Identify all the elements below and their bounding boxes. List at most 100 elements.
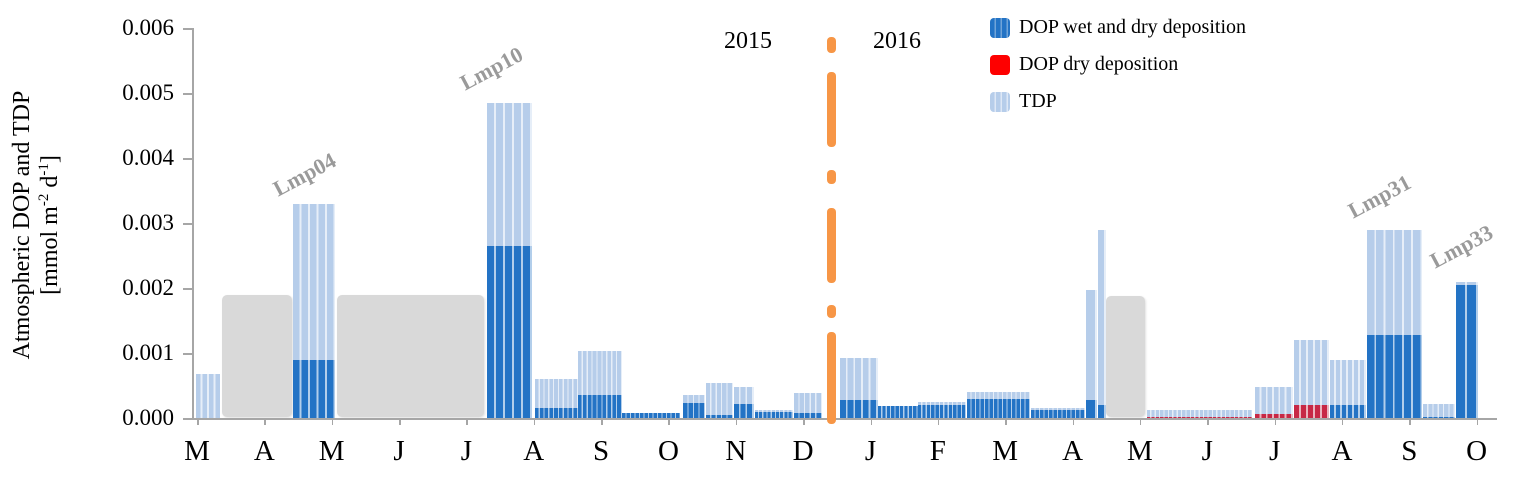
- x-tick-label-month: J: [393, 435, 405, 467]
- year-label-2015: 2015: [724, 28, 772, 54]
- x-tick-label-month: M: [184, 435, 210, 467]
- x-tick-label-month: O: [1466, 435, 1488, 467]
- site-label-lmp04: Lmp04: [268, 147, 340, 202]
- legend-swatch-dop-wet: [990, 17, 1010, 38]
- x-tick: [1274, 418, 1277, 425]
- no-data-gray-box: [222, 294, 292, 417]
- daily-bar-separators: [840, 358, 878, 418]
- legend: DOP wet and dry deposition DOP dry depos…: [990, 16, 1246, 127]
- x-tick: [1409, 418, 1411, 425]
- bar-cluster: [1255, 386, 1293, 418]
- bar-cluster: [840, 358, 878, 418]
- daily-bar-separators: [535, 379, 578, 418]
- year-divider-dash: [827, 37, 836, 53]
- x-tick: [803, 418, 805, 425]
- x-tick: [870, 418, 872, 425]
- legend-item-dop-wet: DOP wet and dry deposition: [990, 16, 1246, 39]
- x-tick-label-month: N: [725, 435, 747, 467]
- x-tick-label-month: M: [992, 435, 1019, 467]
- x-tick-label-month: J: [864, 435, 877, 467]
- bar-cluster: [293, 203, 335, 418]
- x-axis-line: [192, 418, 1497, 420]
- year-divider-dash: [827, 332, 836, 424]
- x-tick-label-month: A: [523, 435, 545, 467]
- bar-cluster: [1367, 229, 1422, 418]
- x-tick-label-month: M: [1126, 435, 1153, 467]
- year-divider-dash: [827, 305, 836, 318]
- x-tick: [331, 418, 334, 425]
- y-tick-label: 0.001: [122, 340, 174, 365]
- x-tick: [601, 418, 603, 425]
- legend-label-tdp: TDP: [1019, 90, 1057, 112]
- daily-bar-separators: [1330, 359, 1366, 418]
- legend-swatch-tdp: [990, 91, 1010, 112]
- y-tick: [183, 288, 192, 290]
- no-data-gray-box: [337, 294, 484, 417]
- bar-cluster: [706, 382, 733, 418]
- daily-bar-separators: [1255, 386, 1293, 418]
- bar-cluster: [196, 373, 220, 418]
- x-tick-label-month: A: [253, 435, 275, 467]
- bar-cluster: [487, 102, 532, 418]
- x-tick-label-month: S: [1401, 435, 1418, 467]
- y-tick-label: 0.005: [122, 80, 174, 105]
- x-tick-label-month: D: [792, 435, 814, 467]
- daily-bar-separators: [1423, 403, 1455, 418]
- y-tick-label: 0.003: [122, 210, 174, 235]
- x-tick: [264, 418, 266, 425]
- x-tick: [1341, 418, 1344, 425]
- daily-bar-separators: [794, 392, 822, 418]
- y-tick: [183, 353, 192, 355]
- site-label-lmp31: Lmp31: [1343, 169, 1415, 224]
- y-tick: [183, 418, 192, 420]
- x-tick-label-month: S: [593, 435, 610, 467]
- legend-item-tdp: TDP: [990, 90, 1246, 113]
- bar-cluster: [535, 379, 578, 418]
- x-tick: [735, 418, 738, 425]
- year-divider-dash: [827, 208, 836, 283]
- daily-bar-separators: [1086, 289, 1097, 418]
- x-tick: [399, 418, 401, 425]
- y-tick-label: 0.006: [122, 15, 174, 40]
- daily-bar-separators: [878, 406, 918, 418]
- x-tick: [1005, 418, 1007, 425]
- x-tick-label-month: J: [1201, 435, 1213, 467]
- daily-bar-separators: [487, 102, 532, 418]
- x-tick-label-month: M: [318, 435, 345, 467]
- bar-cluster: [1086, 289, 1097, 418]
- bar-cluster: [734, 386, 754, 418]
- bar-cluster: [1423, 403, 1455, 418]
- daily-bar-separators: [1367, 229, 1422, 418]
- bar-cluster: [683, 394, 705, 418]
- bar-cluster: [1147, 409, 1252, 418]
- bar-cluster: [878, 406, 918, 418]
- bar-cluster: [794, 392, 822, 418]
- bar-cluster: [622, 412, 680, 418]
- y-axis-line: [192, 28, 194, 418]
- daily-bar-separators: [1098, 229, 1106, 418]
- legend-label-dop-wet: DOP wet and dry deposition: [1019, 16, 1247, 38]
- bar-cluster: [578, 351, 622, 418]
- x-tick: [466, 418, 468, 425]
- year-label-2016: 2016: [873, 28, 921, 54]
- legend-swatch-dop-dry: [990, 54, 1010, 75]
- x-tick: [1072, 418, 1075, 425]
- daily-bar-separators: [622, 412, 680, 418]
- site-label-lmp10: Lmp10: [455, 41, 527, 96]
- y-tick-label: 0.002: [122, 275, 174, 300]
- daily-bar-separators: [293, 203, 335, 418]
- daily-bar-separators: [578, 351, 622, 418]
- year-divider-dash: [827, 72, 836, 147]
- daily-bar-separators: [1294, 340, 1329, 418]
- y-tick-label: 0.004: [122, 145, 174, 170]
- x-tick-label-month: A: [1062, 435, 1084, 467]
- daily-bar-separators: [706, 382, 733, 418]
- x-tick: [197, 418, 199, 425]
- bar-cluster: [967, 392, 1030, 418]
- bar-cluster: [1098, 229, 1106, 418]
- bar-cluster: [1330, 359, 1366, 418]
- y-tick: [183, 223, 192, 225]
- daily-bar-separators: [196, 373, 220, 418]
